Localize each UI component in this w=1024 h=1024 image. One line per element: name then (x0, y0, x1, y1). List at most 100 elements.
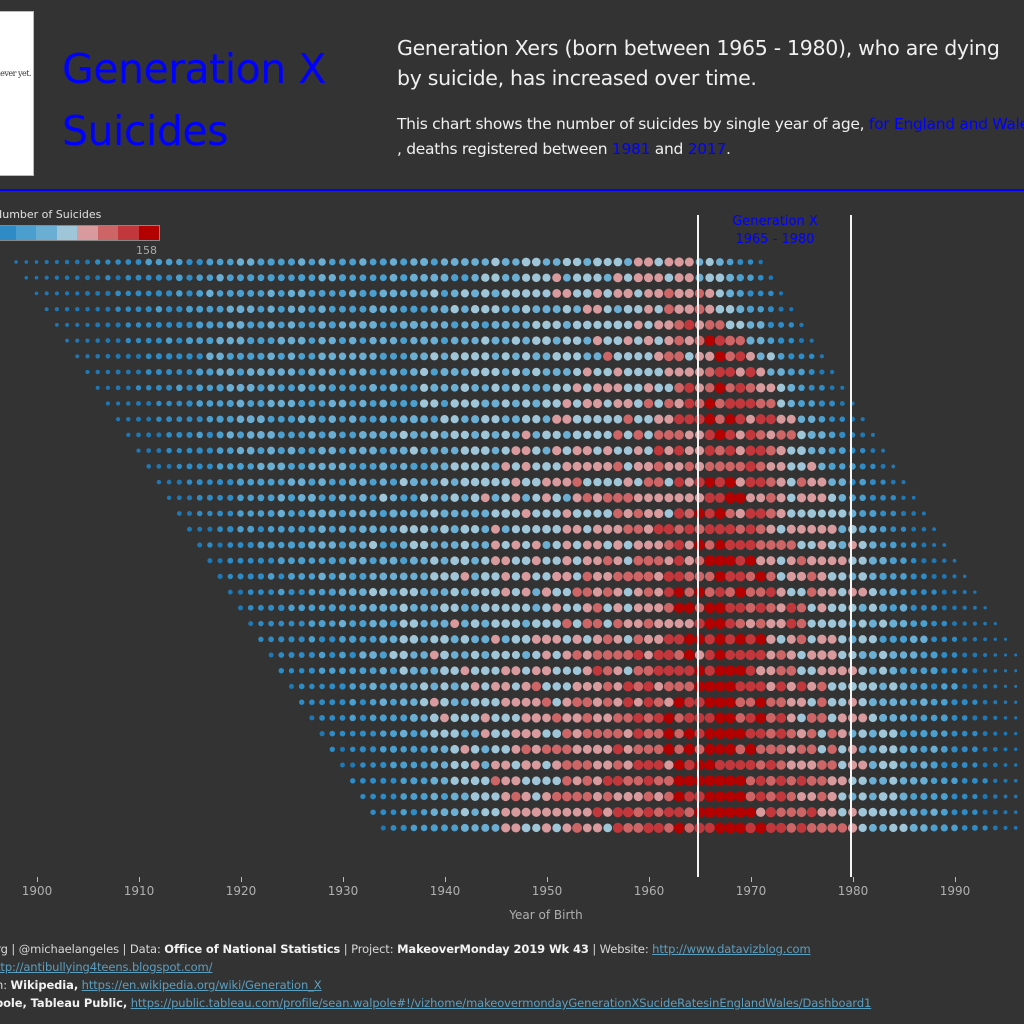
data-dot[interactable] (798, 353, 805, 360)
data-dot[interactable] (226, 305, 234, 313)
data-dot[interactable] (633, 524, 644, 534)
data-dot[interactable] (216, 463, 224, 470)
data-dot[interactable] (817, 807, 827, 817)
data-dot[interactable] (910, 667, 918, 675)
data-dot[interactable] (797, 713, 806, 723)
data-dot[interactable] (890, 526, 897, 533)
data-dot[interactable] (643, 713, 654, 723)
data-dot[interactable] (592, 713, 603, 723)
data-dot[interactable] (521, 430, 531, 440)
data-dot[interactable] (562, 351, 572, 361)
data-dot[interactable] (176, 479, 182, 485)
data-dot[interactable] (206, 494, 213, 501)
data-dot[interactable] (684, 461, 695, 472)
data-dot[interactable] (858, 587, 868, 597)
data-dot[interactable] (735, 697, 746, 708)
data-dot[interactable] (745, 791, 756, 802)
data-dot[interactable] (399, 320, 408, 329)
data-dot[interactable] (552, 445, 562, 456)
data-dot[interactable] (267, 384, 275, 392)
data-dot[interactable] (511, 399, 520, 408)
data-dot[interactable] (277, 258, 285, 266)
data-dot[interactable] (724, 791, 736, 802)
data-dot[interactable] (501, 776, 511, 786)
data-dot[interactable] (287, 541, 296, 549)
data-dot[interactable] (1003, 747, 1008, 752)
data-dot[interactable] (227, 494, 234, 501)
data-dot[interactable] (654, 414, 664, 424)
data-dot[interactable] (247, 274, 255, 282)
data-dot[interactable] (511, 477, 521, 487)
data-dot[interactable] (603, 760, 613, 770)
data-dot[interactable] (532, 493, 541, 502)
data-dot[interactable] (450, 587, 459, 597)
data-dot[interactable] (328, 431, 337, 439)
data-dot[interactable] (613, 524, 623, 534)
data-dot[interactable] (724, 413, 736, 425)
data-dot[interactable] (807, 666, 816, 675)
data-dot[interactable] (582, 760, 593, 770)
data-dot[interactable] (338, 478, 347, 486)
data-dot[interactable] (501, 320, 510, 329)
data-dot[interactable] (920, 667, 928, 675)
data-dot[interactable] (349, 714, 356, 722)
data-dot[interactable] (776, 744, 787, 755)
data-dot[interactable] (982, 809, 988, 815)
data-dot[interactable] (674, 430, 684, 440)
data-dot[interactable] (767, 321, 775, 329)
data-dot[interactable] (410, 572, 418, 581)
data-dot[interactable] (552, 556, 561, 565)
data-dot[interactable] (298, 588, 305, 596)
data-dot[interactable] (623, 603, 633, 613)
data-dot[interactable] (613, 792, 623, 801)
data-dot[interactable] (582, 556, 592, 566)
data-dot[interactable] (389, 494, 398, 502)
data-dot[interactable] (328, 415, 337, 423)
data-dot[interactable] (542, 572, 551, 581)
data-dot[interactable] (268, 557, 275, 564)
data-dot[interactable] (704, 649, 715, 661)
data-dot[interactable] (277, 494, 286, 502)
data-dot[interactable] (217, 542, 223, 548)
data-dot[interactable] (593, 320, 602, 330)
data-dot[interactable] (674, 619, 684, 629)
data-dot[interactable] (410, 777, 418, 785)
data-dot[interactable] (654, 336, 664, 345)
data-dot[interactable] (481, 619, 490, 628)
data-dot[interactable] (430, 776, 439, 785)
data-dot[interactable] (633, 697, 643, 707)
data-dot[interactable] (328, 525, 336, 533)
data-dot[interactable] (491, 650, 500, 660)
data-dot[interactable] (592, 618, 603, 629)
data-dot[interactable] (756, 556, 766, 566)
data-dot[interactable] (471, 415, 480, 424)
data-dot[interactable] (471, 824, 479, 832)
data-dot[interactable] (745, 493, 756, 503)
data-dot[interactable] (349, 258, 357, 266)
data-dot[interactable] (135, 290, 142, 297)
data-dot[interactable] (470, 713, 480, 723)
data-dot[interactable] (501, 509, 511, 518)
data-dot[interactable] (603, 807, 613, 817)
data-dot[interactable] (542, 650, 551, 660)
data-dot[interactable] (899, 667, 908, 675)
data-dot[interactable] (501, 273, 510, 282)
data-dot[interactable] (715, 304, 725, 314)
data-dot[interactable] (471, 541, 479, 549)
data-dot[interactable] (328, 290, 336, 297)
data-dot[interactable] (115, 275, 121, 281)
data-dot[interactable] (562, 540, 572, 550)
data-dot[interactable] (684, 823, 695, 833)
data-dot[interactable] (736, 305, 745, 314)
data-dot[interactable] (755, 744, 766, 755)
data-dot[interactable] (521, 744, 531, 755)
data-dot[interactable] (318, 509, 327, 518)
data-dot[interactable] (910, 792, 918, 801)
data-dot[interactable] (400, 777, 407, 785)
data-dot[interactable] (349, 305, 357, 313)
data-dot[interactable] (95, 290, 101, 296)
data-dot[interactable] (1014, 669, 1018, 673)
data-dot[interactable] (460, 399, 470, 408)
data-dot[interactable] (724, 634, 736, 645)
data-dot[interactable] (880, 494, 886, 501)
